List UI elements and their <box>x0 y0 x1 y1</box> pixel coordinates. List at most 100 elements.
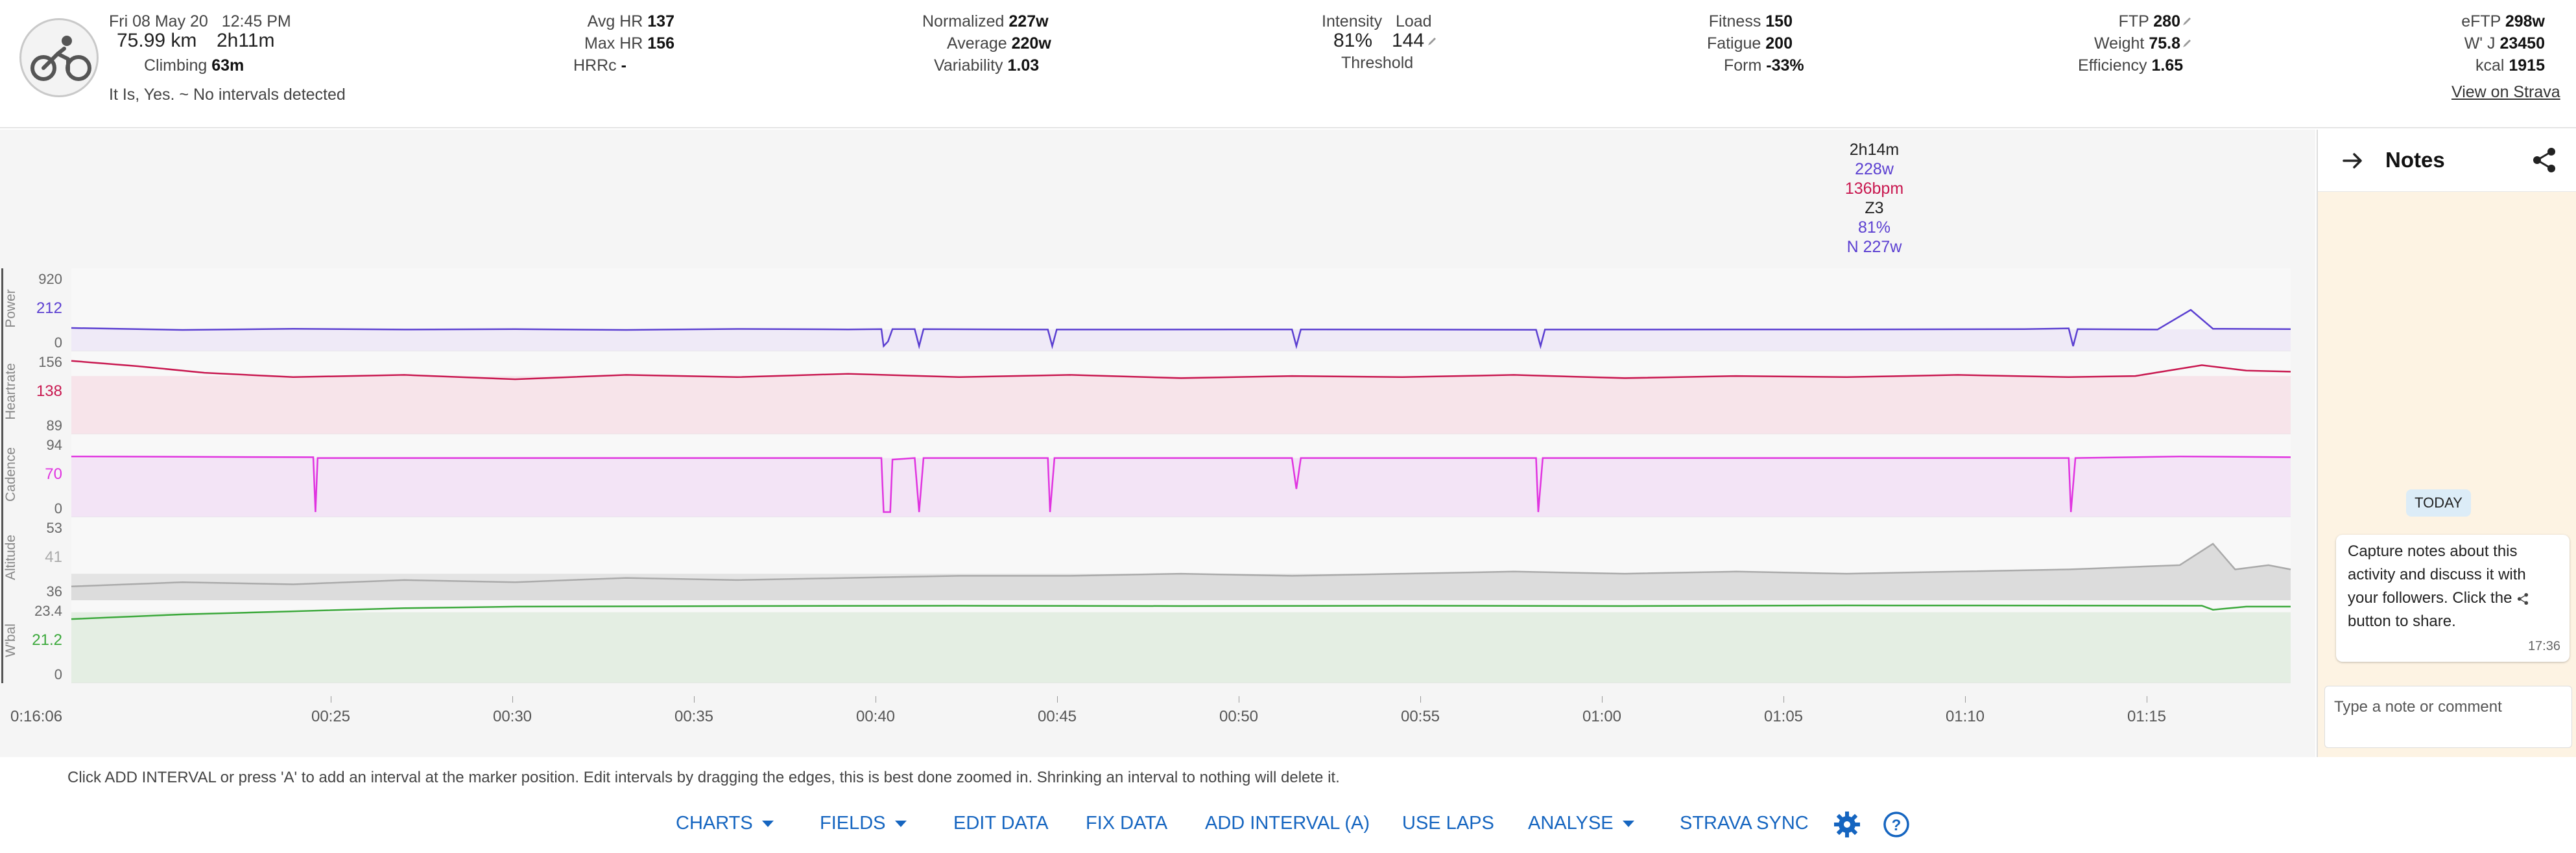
note-message-text-end: button to share. <box>2348 613 2456 630</box>
fitness: Fitness 150 <box>1708 12 1793 30</box>
panel-labels: W'bal 23.4 21.2 0 <box>0 600 71 683</box>
cadence-series-line <box>71 455 2291 513</box>
panel-title-text: Power <box>3 289 18 328</box>
x-tick-label: 00:35 <box>674 708 714 725</box>
ftp[interactable]: FTP 280 <box>1985 12 2192 31</box>
panel-title-text: Cadence <box>3 447 18 502</box>
hrrc: HRRc - <box>573 56 626 75</box>
intensity-label: Intensity Load <box>1322 12 1432 30</box>
strava-sync-button[interactable]: STRAVA SYNC <box>1680 813 1809 834</box>
chart-area[interactable]: 2h14m 228w 136bpm Z3 81% N 227w Power 920… <box>0 130 2315 757</box>
max-hr: Max HR 156 <box>584 34 674 53</box>
fatigue: Fatigue 200 <box>1706 34 1793 53</box>
efficiency: Efficiency 1.65 <box>2078 56 2184 75</box>
variability: Variability 1.03 <box>934 56 1040 75</box>
x-tick-label: 01:05 <box>1763 708 1804 725</box>
tooltip-hr: 136bpm <box>1844 180 1904 198</box>
edit-weight-icon[interactable] <box>2182 38 2192 49</box>
panel-fill <box>71 612 2291 683</box>
y-label-max: 156 <box>38 354 62 370</box>
x-tick-label: 00:50 <box>1219 708 1259 725</box>
y-label-max: 920 <box>38 271 62 287</box>
note-input[interactable]: Type a note or comment <box>2324 686 2572 748</box>
chevron-down-icon <box>1622 821 1634 828</box>
y-label-min: 36 <box>46 583 62 600</box>
view-on-strava-link[interactable]: View on Strava <box>2451 83 2560 101</box>
y-label-current: 138 <box>36 382 62 400</box>
share-icon <box>2517 592 2529 605</box>
panel-labels: Altitude 53 41 36 <box>0 517 71 600</box>
form: Form -33% <box>1724 56 1804 75</box>
notes-panel: Notes TODAY Capture notes about this act… <box>2317 130 2576 757</box>
x-tick-label: 0:16:06 <box>10 708 63 725</box>
heartrate-series-line <box>71 360 2291 380</box>
analyse-menu-button[interactable]: ANALYSE <box>1528 813 1634 834</box>
add-interval-button[interactable]: ADD INTERVAL (A) <box>1205 813 1370 834</box>
panel-axis-title: Power <box>1 268 18 351</box>
y-label-max: 53 <box>46 520 62 536</box>
fix-data-button[interactable]: FIX DATA <box>1086 813 1168 834</box>
activity-header: Fri 08 May 20 12:45 PM 75.99 km 2h11m Cl… <box>0 0 2576 128</box>
tooltip-np: N 227w <box>1846 238 1902 256</box>
panel-fill <box>71 329 2291 351</box>
y-label-current: 41 <box>45 548 62 566</box>
use-laps-button[interactable]: USE LAPS <box>1402 813 1494 834</box>
y-label-current: 70 <box>45 465 62 483</box>
interval-help-text: Click ADD INTERVAL or press 'A' to add a… <box>67 769 1340 786</box>
share-icon[interactable] <box>2531 146 2558 174</box>
note-message-text: Capture notes about this activity and di… <box>2348 543 2526 607</box>
help-icon[interactable]: ? <box>1882 810 1911 839</box>
panel-axis-title: Altitude <box>1 517 18 600</box>
x-tick-label: 00:40 <box>855 708 896 725</box>
fields-label: FIELDS <box>820 813 886 834</box>
x-tick-label: 00:55 <box>1400 708 1440 725</box>
y-label-max: 23.4 <box>34 603 62 619</box>
charts-label: CHARTS <box>676 813 753 834</box>
activity-date: Fri 08 May 20 12:45 PM <box>109 12 291 30</box>
activity-chart[interactable]: Power 920 212 0 Heartrate 156 138 89 Cadence 94 70… <box>0 268 2315 683</box>
hover-tooltip: 2h14m 228w 136bpm Z3 81% N 227w <box>1803 140 1946 257</box>
notes-header: Notes <box>2318 130 2576 192</box>
edit-ftp-icon[interactable] <box>2182 16 2192 27</box>
panel-labels: Cadence 94 70 0 <box>0 434 71 517</box>
eftp: eFTP 298w <box>2461 12 2545 30</box>
tooltip-zone: Z3 <box>1865 199 1884 217</box>
threshold-label: Threshold <box>1341 54 1414 72</box>
x-tick-label: 01:00 <box>1582 708 1622 725</box>
svg-text:?: ? <box>1892 817 1902 834</box>
note-timestamp: 17:36 <box>2527 639 2560 653</box>
tooltip-power: 228w <box>1855 160 1894 178</box>
x-tick-label: 00:30 <box>492 708 532 725</box>
x-tick-mark <box>512 696 513 703</box>
panel-fill <box>71 376 2291 434</box>
panel-fill <box>71 458 2291 517</box>
y-label-current: 21.2 <box>32 631 62 649</box>
panel-title-text: Altitude <box>3 534 18 581</box>
note-message: Capture notes about this activity and di… <box>2336 535 2570 662</box>
edit-load-icon[interactable] <box>1427 36 1437 47</box>
x-tick-mark <box>1057 696 1058 703</box>
edit-data-button[interactable]: EDIT DATA <box>953 813 1049 834</box>
charts-menu-button[interactable]: CHARTS <box>676 813 774 834</box>
x-tick-mark <box>1965 696 1966 703</box>
kcal: kcal 1915 <box>2475 56 2545 75</box>
y-label-min: 0 <box>54 334 62 351</box>
distance: 75.99 km <box>117 30 197 51</box>
y-label-min: 0 <box>54 666 62 683</box>
chart-svg[interactable] <box>0 268 2315 683</box>
bicycle-avatar-icon <box>19 18 99 97</box>
duration: 2h11m <box>217 30 275 51</box>
weight[interactable]: Weight 75.8 <box>1985 34 2192 53</box>
panel-title-text: W'bal <box>3 624 18 657</box>
normalized-power: Normalized 227w <box>922 12 1049 30</box>
x-tick-label: 01:15 <box>2127 708 2167 725</box>
notes-title: Notes <box>2385 148 2445 172</box>
tooltip-pct: 81% <box>1857 218 1891 237</box>
fields-menu-button[interactable]: FIELDS <box>820 813 907 834</box>
load-value[interactable]: 144 <box>1392 31 1437 51</box>
arrow-right-icon[interactable] <box>2341 149 2365 172</box>
panel-title-text: Heartrate <box>3 363 18 420</box>
gear-icon[interactable] <box>1833 810 1861 839</box>
y-label-current: 212 <box>36 299 62 317</box>
x-tick-mark <box>1783 696 1784 703</box>
